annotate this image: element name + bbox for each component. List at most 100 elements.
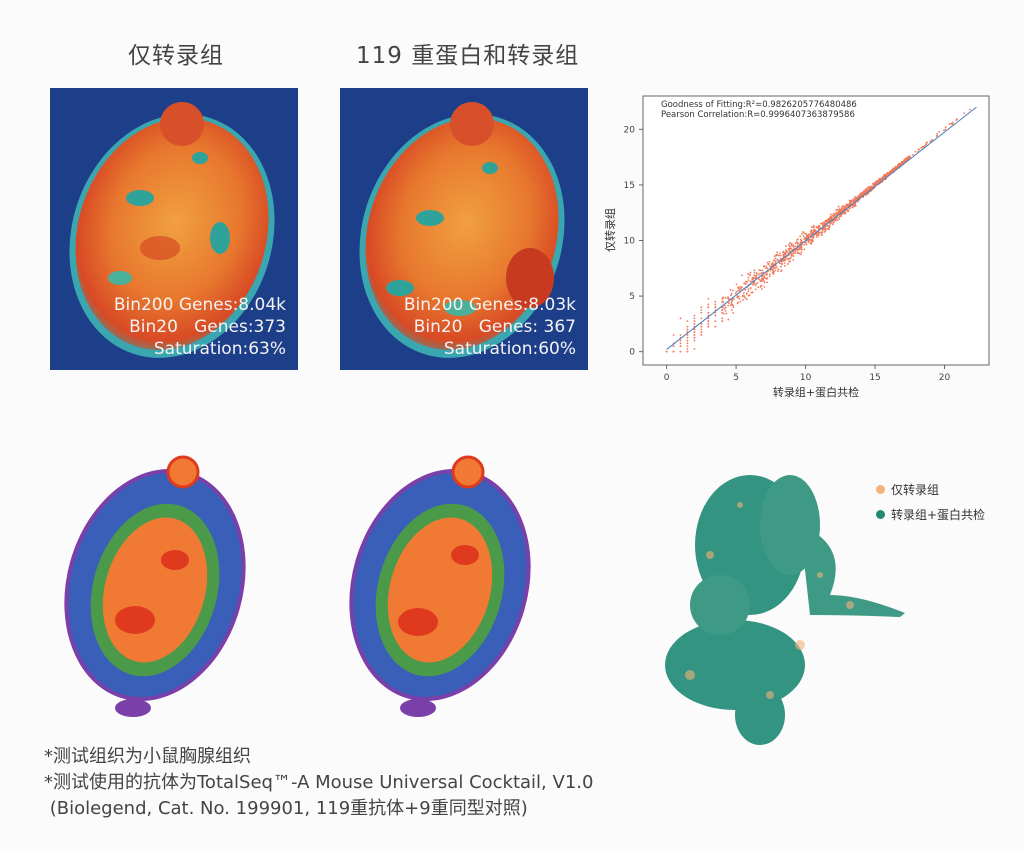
scatter-point [796,238,799,240]
scatter-point [747,288,750,291]
scatter-point [805,235,808,237]
scatter-point [714,306,717,309]
scatter-point [780,262,783,265]
scatter-point [721,309,724,311]
scatter-point [798,246,801,249]
scatter-point [700,334,703,336]
scatter-point [756,282,759,284]
scatter-point [723,304,726,307]
scatter-point [730,292,733,295]
scatter-point [700,328,703,331]
bin20-genes: Bin20 Genes:373 [129,317,286,337]
scatter-point [747,273,750,275]
scatter-point [723,307,726,310]
scatter-point [788,257,791,260]
scatter-point [837,209,839,212]
scatter-point [739,287,741,290]
title-protein-transcriptome: 119 重蛋白和转录组 [356,43,580,69]
scatter-point [882,176,885,179]
scatter-point [859,193,862,196]
scatter-point [914,150,917,153]
scatter-point [753,269,756,272]
legend-label: 仅转录组 [891,483,940,497]
scatter-point [744,280,747,283]
scatter-point [751,276,754,279]
scatter-point [724,296,727,299]
scatter-point [896,165,899,168]
scatter-point [693,320,696,322]
scatter-point [686,336,689,339]
scatter-point [768,275,771,278]
scatter-point [824,227,826,230]
scatter-point [898,162,900,165]
scatter-point [789,245,791,248]
scatter-point [794,252,797,255]
scatter-point [863,191,865,194]
scatter-point [747,276,750,279]
scatter-point [792,259,795,261]
scatter-point [854,204,857,207]
scatter-point [771,262,774,264]
scatter-point [758,278,760,281]
scatter-point [805,243,808,246]
scatter-point [856,196,859,199]
scatter-point [851,206,854,209]
scatter-point [686,342,689,345]
scatter-point [820,233,823,235]
scatter-point [822,224,824,227]
scatter-point [747,290,750,293]
scatter-point [880,177,882,180]
scatter-point [835,212,838,215]
saturation: Saturation:63% [153,339,286,359]
scatter-point [790,242,793,245]
scatter-point [700,317,703,320]
scatter-point [794,245,797,248]
scatter-point [812,224,815,227]
scatter-point [826,224,829,227]
scatter-point [851,200,854,202]
scatter-point [757,286,760,289]
scatter-point [843,211,846,214]
scatter-point [783,258,786,261]
bin200-genes: Bin200 Genes:8.04k [113,295,286,315]
scatter-point [774,267,777,270]
scatter-point [938,130,941,133]
scatter-point [731,299,733,302]
scatter-point [890,170,893,173]
scatter-point [755,274,758,277]
scatter-point [686,328,689,331]
scatter-point [763,281,766,284]
scatter-point [825,220,827,222]
scatter-point [693,336,696,339]
scatter-point [808,233,810,235]
scatter-point [772,269,774,272]
scatter-point [765,273,768,275]
scatter-point [733,297,735,300]
scatter-point [801,233,803,235]
scatter-point [700,306,703,309]
scatter-point [788,242,791,245]
scatter-point [765,278,768,280]
scatter-point [772,270,775,273]
scatter-point [686,347,689,350]
scatter-point [869,187,872,189]
legend-label: 转录组+蛋白共检 [891,508,986,522]
scatter-point [724,309,727,312]
scatter-point [809,230,812,233]
scatter-point [836,219,839,222]
scatter-point [679,317,682,320]
scatter-point [813,235,815,238]
scatter-point [852,197,855,200]
scatter-point [792,252,795,255]
scatter-point [834,219,837,221]
scatter-point [936,132,939,135]
scatter-point [742,294,744,297]
scatter-point [792,244,794,247]
scatter-point [686,339,689,342]
footnotes: *测试组织为小鼠胸腺组织 *测试使用的抗体为TotalSeq™-A Mouse … [44,744,593,822]
scatter-point [721,320,724,322]
scatter-point [803,237,806,240]
scatter-point [863,189,866,192]
footnote-catalog: (Biolegend, Cat. No. 199901, 119重抗体+9重同型… [44,798,528,819]
scatter-point [883,174,885,177]
